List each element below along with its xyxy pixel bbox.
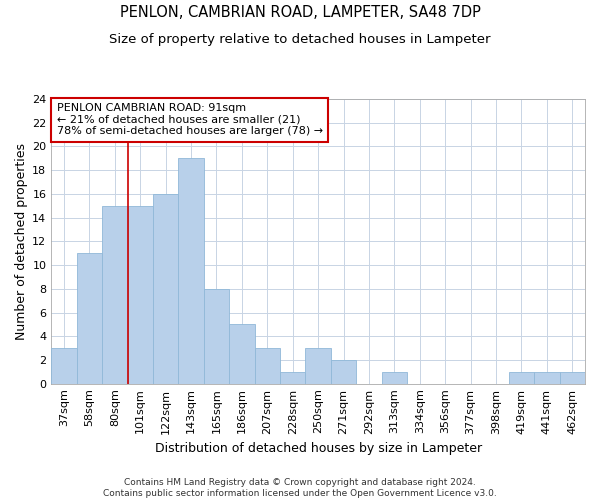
Bar (331, 360, 356, 384)
Bar (534, 372, 560, 384)
Text: Size of property relative to detached houses in Lampeter: Size of property relative to detached ho… (109, 32, 491, 46)
Bar (229, 324, 254, 384)
Bar (178, 158, 204, 384)
Bar (305, 348, 331, 384)
Bar (51, 348, 77, 384)
Bar (382, 372, 407, 384)
Text: PENLON CAMBRIAN ROAD: 91sqm
← 21% of detached houses are smaller (21)
78% of sem: PENLON CAMBRIAN ROAD: 91sqm ← 21% of det… (56, 104, 323, 136)
Text: PENLON, CAMBRIAN ROAD, LAMPETER, SA48 7DP: PENLON, CAMBRIAN ROAD, LAMPETER, SA48 7D… (119, 5, 481, 20)
Bar (102, 206, 128, 384)
X-axis label: Distribution of detached houses by size in Lampeter: Distribution of detached houses by size … (155, 442, 482, 455)
Bar (509, 372, 534, 384)
Text: Contains HM Land Registry data © Crown copyright and database right 2024.
Contai: Contains HM Land Registry data © Crown c… (103, 478, 497, 498)
Bar (204, 289, 229, 384)
Bar (153, 194, 178, 384)
Y-axis label: Number of detached properties: Number of detached properties (15, 143, 28, 340)
Bar (560, 372, 585, 384)
Bar (77, 253, 102, 384)
Bar (254, 348, 280, 384)
Bar (128, 206, 153, 384)
Bar (280, 372, 305, 384)
